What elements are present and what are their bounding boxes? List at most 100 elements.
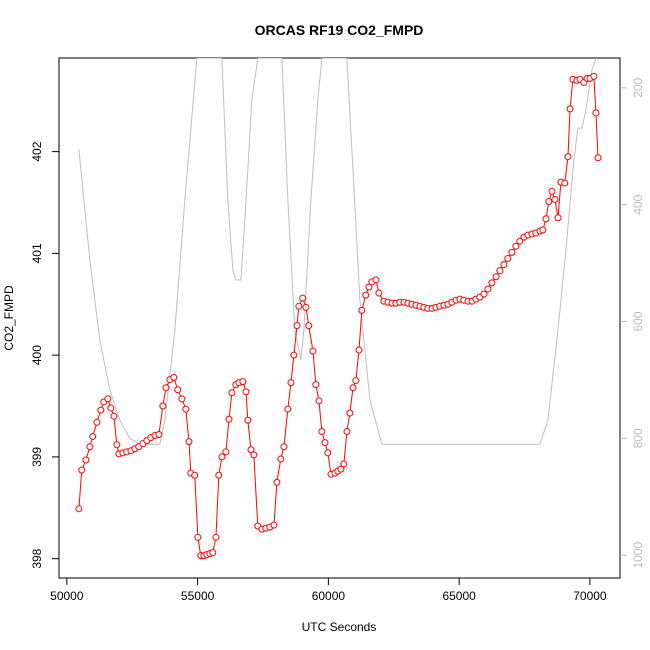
x-tick-label: 50000 — [50, 589, 84, 603]
data-point — [212, 533, 220, 541]
data-point — [162, 384, 170, 392]
data-point — [312, 381, 320, 389]
data-point — [365, 283, 373, 291]
data-point — [182, 405, 190, 413]
data-point — [277, 455, 285, 463]
x-tick-label: 65000 — [442, 589, 476, 603]
data-point — [355, 346, 363, 354]
data-point — [295, 302, 303, 310]
data-point — [191, 471, 199, 479]
y-axis-label: CO2_FMPD — [2, 285, 16, 351]
data-point — [97, 406, 105, 414]
y-tick-label: 400 — [30, 345, 44, 365]
data-point — [318, 427, 326, 435]
data-point — [287, 379, 295, 387]
data-point — [225, 415, 233, 423]
data-point — [362, 291, 370, 299]
data-point — [343, 427, 351, 435]
data-point — [107, 404, 115, 412]
data-point — [222, 448, 230, 456]
data-point — [592, 109, 600, 117]
data-point — [174, 386, 182, 394]
data-point — [551, 195, 559, 203]
data-point — [113, 441, 121, 449]
y2-tick-label: 200 — [631, 77, 645, 97]
data-point — [194, 533, 202, 541]
data-point — [492, 273, 500, 281]
data-point — [590, 72, 598, 80]
data-point — [280, 443, 288, 451]
data-point — [337, 465, 345, 473]
data-point — [290, 351, 298, 359]
data-point — [305, 322, 313, 330]
y-tick-label: 402 — [30, 141, 44, 161]
data-point — [155, 431, 163, 439]
data-point — [566, 105, 574, 113]
y2-tick-label: 600 — [631, 311, 645, 331]
x-axis-label: UTC Seconds — [302, 620, 377, 634]
data-point — [512, 242, 520, 250]
x-tick-label: 55000 — [181, 589, 215, 603]
data-point — [293, 322, 301, 330]
data-point — [273, 478, 281, 486]
data-point — [480, 290, 488, 298]
data-point — [302, 303, 310, 311]
data-point — [185, 438, 193, 446]
series-line — [78, 75, 599, 557]
data-point — [239, 378, 247, 386]
data-point — [554, 214, 562, 222]
data-point — [516, 237, 524, 245]
y-tick-label: 399 — [30, 447, 44, 467]
data-point — [484, 285, 492, 293]
data-point — [178, 395, 186, 403]
data-point — [284, 405, 292, 413]
chart-title: ORCAS RF19 CO2_FMPD — [255, 22, 424, 38]
data-point — [352, 377, 360, 385]
data-point — [247, 446, 255, 454]
data-point — [594, 154, 602, 162]
data-point — [228, 389, 236, 397]
data-point — [82, 456, 90, 464]
data-point — [508, 248, 516, 256]
data-point — [539, 226, 547, 234]
data-point — [346, 409, 354, 417]
x-tick-label: 60000 — [312, 589, 346, 603]
data-point — [75, 505, 83, 513]
data-point — [244, 416, 252, 424]
plot-area — [75, 58, 602, 560]
data-point — [358, 306, 366, 314]
data-point — [86, 443, 94, 451]
plot-frame — [58, 57, 621, 579]
data-point — [299, 294, 307, 302]
data-point — [270, 521, 278, 529]
data-point — [170, 374, 178, 382]
data-point — [242, 388, 250, 396]
x-tick-label: 70000 — [573, 589, 607, 603]
data-point — [218, 453, 226, 461]
y-tick-label: 401 — [30, 243, 44, 263]
data-point — [159, 402, 167, 410]
data-point — [349, 384, 357, 392]
data-point — [250, 451, 258, 459]
data-point — [315, 397, 323, 405]
data-point — [309, 347, 317, 355]
y2-tick-label: 800 — [631, 428, 645, 448]
data-point — [321, 439, 329, 447]
data-point — [548, 187, 556, 195]
data-point — [89, 433, 97, 441]
series-line — [78, 58, 597, 445]
data-point — [542, 215, 550, 223]
data-point — [110, 412, 118, 420]
data-point — [375, 289, 383, 297]
data-point — [215, 471, 223, 479]
data-point — [561, 179, 569, 187]
data-point — [504, 254, 512, 262]
data-point — [104, 395, 112, 403]
data-point — [545, 197, 553, 205]
data-point — [324, 449, 332, 457]
data-point — [340, 460, 348, 468]
data-point — [78, 466, 86, 474]
y2-tick-label: 400 — [631, 194, 645, 214]
data-point — [209, 549, 217, 557]
data-point — [488, 279, 496, 287]
